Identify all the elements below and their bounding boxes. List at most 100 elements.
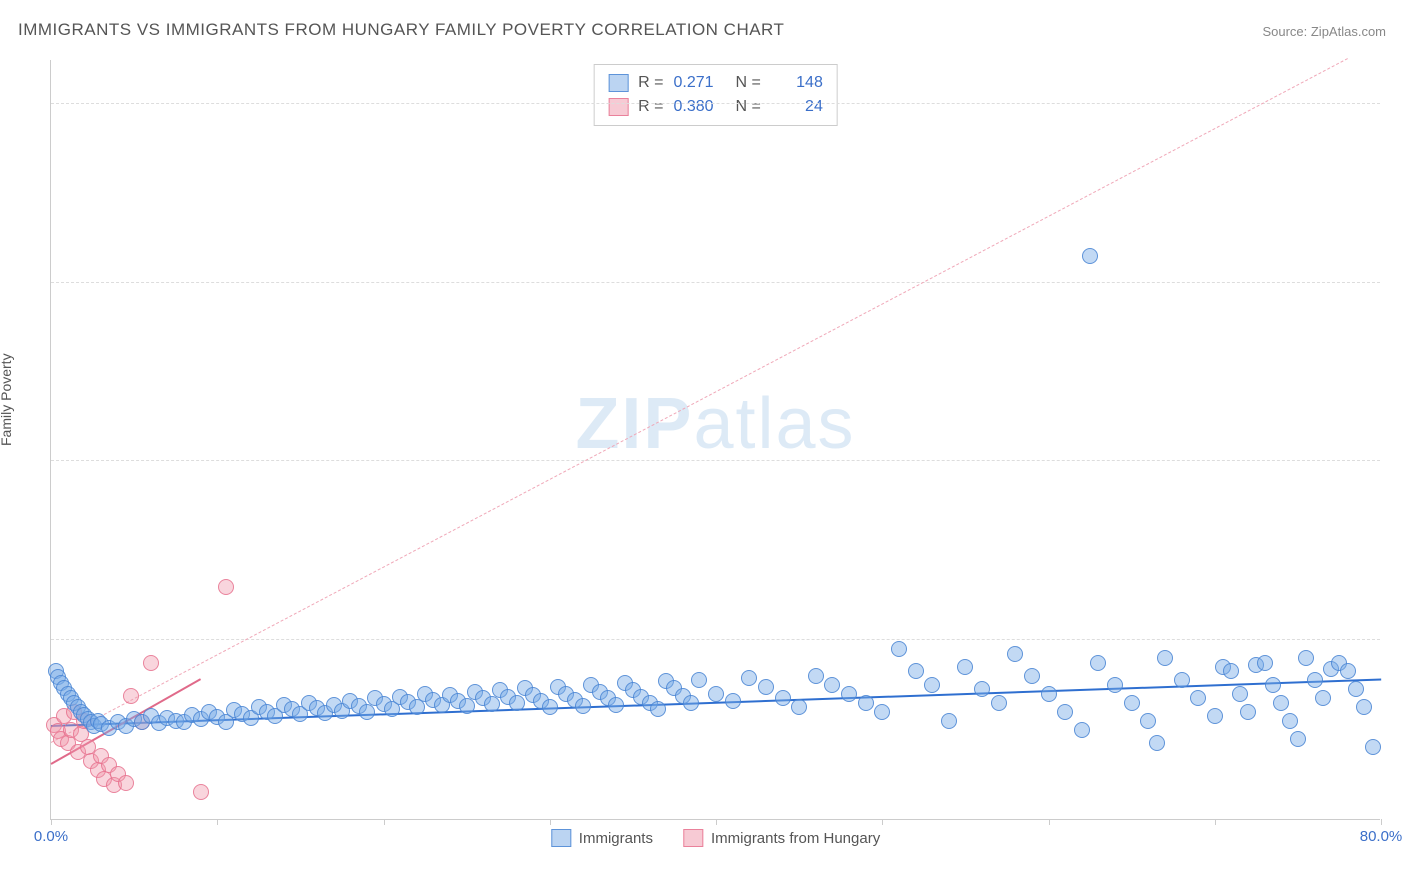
x-tick-label: 0.0% xyxy=(34,828,68,845)
data-point-blue xyxy=(1082,248,1098,264)
data-point-blue xyxy=(459,698,475,714)
data-point-blue xyxy=(725,693,741,709)
data-point-pink xyxy=(193,784,209,800)
data-point-pink xyxy=(218,579,234,595)
data-point-blue xyxy=(991,695,1007,711)
data-point-pink xyxy=(143,655,159,671)
data-point-blue xyxy=(1340,663,1356,679)
data-point-blue xyxy=(758,679,774,695)
legend-swatch-pink xyxy=(683,829,703,847)
source-attribution: Source: ZipAtlas.com xyxy=(1262,24,1386,39)
gridline-horizontal xyxy=(51,460,1380,461)
x-tick xyxy=(1381,819,1382,825)
data-point-blue xyxy=(1348,681,1364,697)
legend-row: R = 0.380 N = 24 xyxy=(608,95,823,119)
data-point-pink xyxy=(118,775,134,791)
legend-series-label: Immigrants from Hungary xyxy=(711,830,880,847)
watermark-bold: ZIP xyxy=(575,384,693,464)
legend-item: Immigrants xyxy=(551,829,653,847)
data-point-blue xyxy=(575,698,591,714)
data-point-blue xyxy=(1290,731,1306,747)
correlation-legend: R = 0.271 N = 148 R = 0.380 N = 24 xyxy=(593,64,838,126)
data-point-blue xyxy=(509,695,525,711)
data-point-blue xyxy=(1307,672,1323,688)
legend-swatch-pink xyxy=(608,98,628,116)
data-point-blue xyxy=(608,697,624,713)
x-tick xyxy=(217,819,218,825)
y-axis-label: Family Poverty xyxy=(0,353,14,446)
series-legend: Immigrants Immigrants from Hungary xyxy=(551,829,880,847)
x-tick xyxy=(550,819,551,825)
x-tick xyxy=(882,819,883,825)
data-point-blue xyxy=(1265,677,1281,693)
data-point-blue xyxy=(891,641,907,657)
watermark-light: atlas xyxy=(693,384,855,464)
data-point-blue xyxy=(741,670,757,686)
legend-r-value: 0.380 xyxy=(674,95,726,119)
data-point-blue xyxy=(1282,713,1298,729)
data-point-blue xyxy=(1074,722,1090,738)
data-point-blue xyxy=(1356,699,1372,715)
data-point-blue xyxy=(1124,695,1140,711)
legend-n-value: 148 xyxy=(771,71,823,95)
legend-swatch-blue xyxy=(608,74,628,92)
data-point-blue xyxy=(1024,668,1040,684)
data-point-blue xyxy=(1273,695,1289,711)
x-tick xyxy=(51,819,52,825)
x-tick-label: 80.0% xyxy=(1360,828,1403,845)
legend-item: Immigrants from Hungary xyxy=(683,829,880,847)
data-point-blue xyxy=(1157,650,1173,666)
gridline-horizontal xyxy=(51,103,1380,104)
data-point-blue xyxy=(1041,686,1057,702)
data-point-blue xyxy=(542,699,558,715)
legend-n-value: 24 xyxy=(771,95,823,119)
data-point-blue xyxy=(1190,690,1206,706)
data-point-blue xyxy=(1240,704,1256,720)
data-point-blue xyxy=(1223,663,1239,679)
gridline-horizontal xyxy=(51,282,1380,283)
data-point-blue xyxy=(1057,704,1073,720)
legend-n-label: N = xyxy=(736,95,761,119)
data-point-blue xyxy=(683,695,699,711)
legend-series-label: Immigrants xyxy=(579,830,653,847)
diagonal-reference-line xyxy=(51,58,1348,743)
data-point-pink xyxy=(123,688,139,704)
data-point-blue xyxy=(1090,655,1106,671)
data-point-blue xyxy=(1140,713,1156,729)
data-point-blue xyxy=(791,699,807,715)
data-point-blue xyxy=(650,701,666,717)
data-point-blue xyxy=(808,668,824,684)
x-tick xyxy=(716,819,717,825)
legend-swatch-blue xyxy=(551,829,571,847)
data-point-blue xyxy=(1107,677,1123,693)
data-point-blue xyxy=(1315,690,1331,706)
data-point-blue xyxy=(1149,735,1165,751)
x-tick xyxy=(1215,819,1216,825)
data-point-blue xyxy=(775,690,791,706)
data-point-blue xyxy=(841,686,857,702)
data-point-blue xyxy=(974,681,990,697)
data-point-blue xyxy=(941,713,957,729)
data-point-blue xyxy=(1257,655,1273,671)
data-point-blue xyxy=(708,686,724,702)
data-point-blue xyxy=(824,677,840,693)
legend-row: R = 0.271 N = 148 xyxy=(608,71,823,95)
data-point-blue xyxy=(908,663,924,679)
legend-r-label: R = xyxy=(638,95,663,119)
data-point-blue xyxy=(1207,708,1223,724)
x-tick xyxy=(1049,819,1050,825)
data-point-blue xyxy=(957,659,973,675)
x-tick xyxy=(384,819,385,825)
data-point-blue xyxy=(1007,646,1023,662)
legend-r-value: 0.271 xyxy=(674,71,726,95)
scatter-plot-area: ZIPatlas R =0.271N =148R =0.380N =24 Imm… xyxy=(50,60,1380,820)
watermark: ZIPatlas xyxy=(575,383,855,465)
data-point-blue xyxy=(924,677,940,693)
data-point-blue xyxy=(1298,650,1314,666)
data-point-blue xyxy=(1174,672,1190,688)
data-point-blue xyxy=(1232,686,1248,702)
gridline-horizontal xyxy=(51,639,1380,640)
legend-r-label: R = xyxy=(638,71,663,95)
legend-n-label: N = xyxy=(736,71,761,95)
data-point-blue xyxy=(691,672,707,688)
